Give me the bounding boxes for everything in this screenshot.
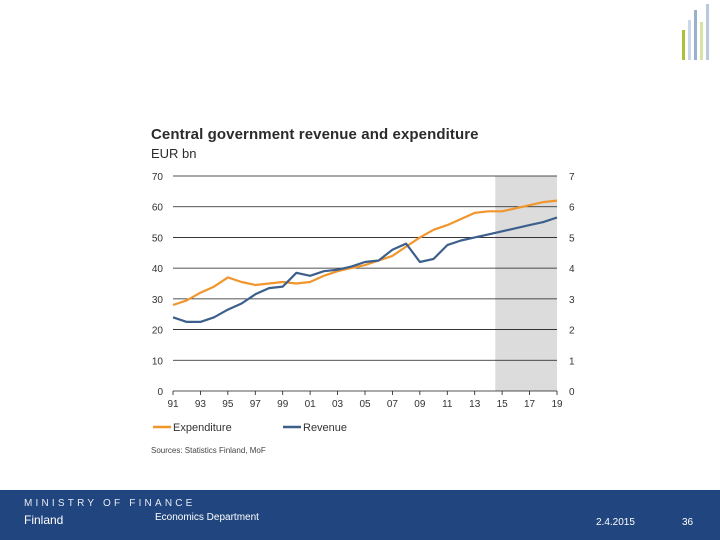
- x-tick-label: 19: [551, 399, 563, 410]
- decor-bar: [706, 4, 709, 60]
- chart-figure: 0010102020303040405050606070709193959799…: [145, 120, 575, 460]
- y-tick-label-right: 60: [569, 203, 575, 214]
- x-tick-label: 99: [277, 399, 289, 410]
- y-tick-label-left: 30: [152, 295, 164, 306]
- chart-unit-label: EUR bn: [151, 146, 197, 161]
- x-tick-label: 03: [332, 399, 344, 410]
- x-tick-label: 93: [195, 399, 207, 410]
- department-name: Economics Department: [155, 512, 259, 523]
- footer-bar: MINISTRY OF FINANCE Finland Economics De…: [0, 490, 720, 540]
- forecast-shade: [495, 176, 557, 391]
- y-tick-label-left: 40: [152, 264, 164, 275]
- decor-bar: [688, 20, 691, 60]
- decor-bar: [700, 22, 703, 60]
- slide-date: 2.4.2015: [596, 517, 635, 528]
- y-tick-label-right: 10: [569, 356, 575, 367]
- legend-label-revenue: Revenue: [303, 422, 347, 434]
- x-tick-label: 01: [305, 399, 317, 410]
- country-name: Finland: [24, 513, 64, 527]
- ministry-name: MINISTRY OF FINANCE: [24, 498, 196, 509]
- y-tick-label-right: 40: [569, 264, 575, 275]
- series-line-revenue: [172, 216, 558, 323]
- y-tick-label-left: 10: [152, 356, 164, 367]
- y-tick-label-right: 50: [569, 233, 575, 244]
- source-note: Sources: Statistics Finland, MoF: [151, 446, 266, 455]
- y-tick-label-right: 30: [569, 295, 575, 306]
- x-tick-label: 91: [167, 399, 179, 410]
- x-tick-label: 13: [469, 399, 481, 410]
- x-tick-label: 97: [250, 399, 262, 410]
- x-tick-label: 07: [387, 399, 399, 410]
- x-tick-label: 15: [497, 399, 509, 410]
- y-tick-label-right: 20: [569, 326, 575, 337]
- y-tick-label-right: 70: [569, 172, 575, 183]
- x-tick-label: 95: [222, 399, 234, 410]
- legend-label-expenditure: Expenditure: [173, 422, 232, 434]
- x-tick-label: 09: [414, 399, 426, 410]
- y-tick-label-left: 50: [152, 233, 164, 244]
- chart-title: Central government revenue and expenditu…: [151, 126, 479, 143]
- decor-bar: [682, 30, 685, 60]
- y-tick-label-left: 20: [152, 326, 164, 337]
- series-line-expenditure: [172, 199, 558, 307]
- decor-bar: [694, 10, 697, 60]
- x-tick-label: 05: [359, 399, 371, 410]
- decorative-bars: [680, 0, 720, 60]
- y-tick-label-left: 60: [152, 203, 164, 214]
- line-chart: 0010102020303040405050606070709193959799…: [151, 172, 575, 455]
- y-tick-label-right: 0: [569, 387, 575, 398]
- y-tick-label-left: 70: [152, 172, 164, 183]
- x-tick-label: 11: [442, 399, 453, 410]
- x-tick-label: 17: [524, 399, 536, 410]
- y-tick-label-left: 0: [157, 387, 163, 398]
- page-number: 36: [682, 517, 694, 528]
